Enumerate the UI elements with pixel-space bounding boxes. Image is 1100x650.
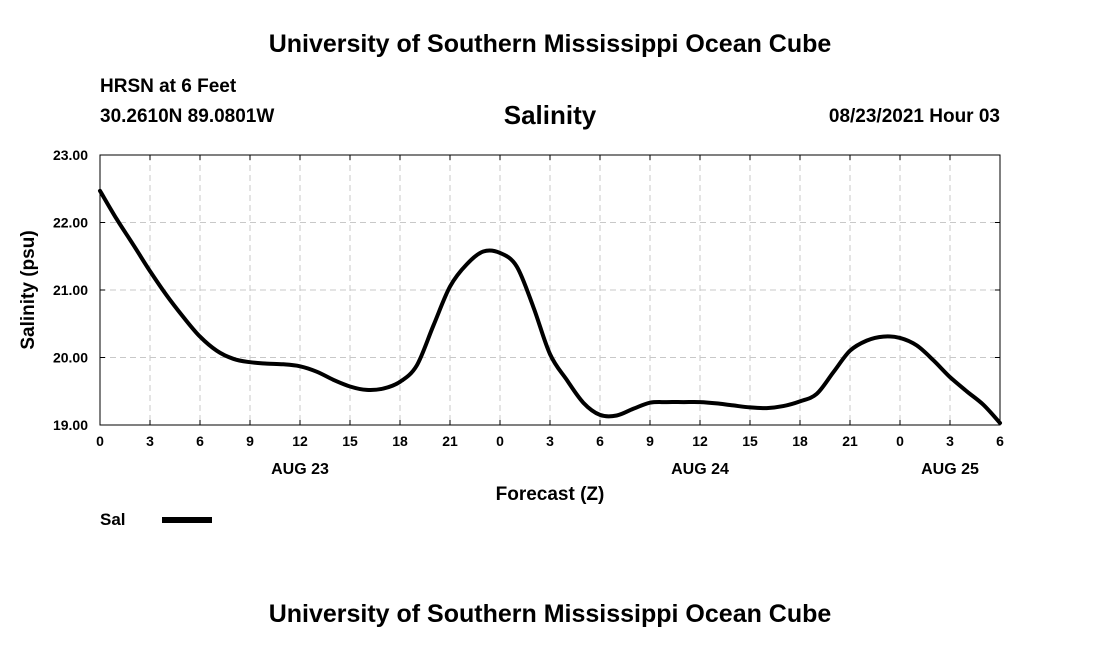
x-axis-title: Forecast (Z)	[496, 484, 605, 505]
station-name: HRSN at 6 Feet	[100, 76, 237, 97]
forecast-timestamp: 08/23/2021 Hour 03	[828, 106, 1000, 127]
x-tick-label: 0	[896, 433, 904, 449]
y-tick-label: 20.00	[53, 350, 88, 366]
x-tick-label: 6	[196, 433, 204, 449]
x-tick-label: 15	[342, 433, 358, 449]
grid	[100, 155, 1000, 425]
x-tick-label: 0	[496, 433, 504, 449]
date-label: AUG 25	[921, 461, 979, 478]
x-tick-label: 18	[792, 433, 808, 449]
station-coordinates: 30.2610N 89.0801W	[100, 106, 275, 127]
x-tick-label: 9	[246, 433, 254, 449]
y-axis-tick-labels: 19.00 20.00 21.00 22.00 23.00	[53, 147, 88, 433]
date-label: AUG 24	[671, 461, 729, 478]
x-tick-label: 3	[946, 433, 954, 449]
x-tick-label: 3	[146, 433, 154, 449]
y-tick-label: 22.00	[53, 215, 88, 231]
x-tick-label: 21	[442, 433, 458, 449]
x-tick-label: 0	[96, 433, 104, 449]
series-line-sal	[98, 188, 1002, 425]
x-axis-tick-labels: 0 3 6 9 12 15 18 21 0 3 6 9 12 15 18 21 0 3 6	[96, 433, 1004, 449]
legend-label: Sal	[100, 510, 126, 529]
x-tick-label: 18	[392, 433, 408, 449]
header-title: University of Southern Mississippi Ocean…	[268, 30, 832, 58]
legend: Sal	[100, 510, 212, 529]
y-tick-label: 23.00	[53, 147, 88, 163]
chart-title: Salinity	[503, 100, 597, 130]
y-tick-label: 19.00	[53, 417, 88, 433]
y-tick-label: 21.00	[53, 282, 88, 298]
date-label: AUG 23	[271, 461, 329, 478]
x-tick-label: 12	[692, 433, 708, 449]
x-tick-label: 12	[292, 433, 308, 449]
x-tick-label: 9	[646, 433, 654, 449]
x-tick-label: 21	[842, 433, 858, 449]
x-tick-label: 3	[546, 433, 554, 449]
x-tick-label: 6	[596, 433, 604, 449]
plot-frame	[99, 154, 1001, 426]
x-tick-label: 15	[742, 433, 758, 449]
footer-title: University of Southern Mississippi Ocean…	[268, 600, 832, 628]
date-labels: AUG 23 AUG 24 AUG 25	[271, 461, 979, 478]
y-axis-title: Salinity (psu)	[18, 230, 39, 349]
x-tick-label: 6	[996, 433, 1004, 449]
